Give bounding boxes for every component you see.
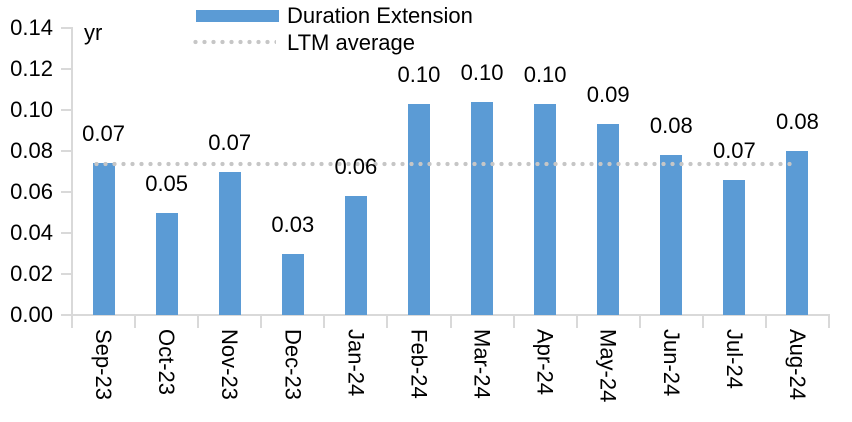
x-axis-tick bbox=[323, 316, 326, 328]
x-axis-category-label: Oct-23 bbox=[154, 329, 180, 396]
x-axis-tick bbox=[386, 316, 389, 328]
bar-data-label: 0.05 bbox=[145, 170, 189, 196]
y-axis-label: 0.00 bbox=[10, 302, 53, 327]
duration-extension-bar bbox=[660, 155, 683, 315]
bar-data-label: 0.09 bbox=[586, 82, 630, 108]
bar-data-label: 0.10 bbox=[460, 59, 504, 85]
y-axis-tick bbox=[61, 314, 72, 316]
bar-data-label: 0.06 bbox=[334, 154, 378, 180]
x-axis-tick bbox=[71, 316, 73, 328]
duration-extension-bar bbox=[723, 179, 746, 315]
x-axis-category-label: Nov-23 bbox=[217, 329, 243, 400]
y-axis-label: 0.14 bbox=[10, 15, 53, 40]
duration-extension-bar bbox=[92, 163, 115, 315]
x-axis-tick bbox=[260, 316, 263, 328]
y-axis-tick bbox=[61, 232, 72, 234]
x-axis-tick bbox=[701, 316, 704, 328]
x-axis-tick bbox=[134, 316, 137, 328]
y-axis-tick bbox=[61, 27, 72, 29]
bar-data-label: 0.07 bbox=[208, 129, 252, 155]
x-axis-category-label: Dec-23 bbox=[280, 329, 306, 400]
y-axis-tick bbox=[61, 191, 72, 193]
x-axis-category-label: Jul-24 bbox=[721, 329, 747, 389]
x-axis-tick bbox=[575, 316, 578, 328]
x-axis-tick bbox=[197, 316, 200, 328]
duration-extension-bar bbox=[471, 101, 494, 315]
duration-extension-bar bbox=[407, 103, 430, 315]
x-axis-category-label: Jun-24 bbox=[658, 329, 684, 397]
y-axis-tick bbox=[61, 109, 72, 111]
x-axis-tick bbox=[512, 316, 515, 328]
x-axis-tick bbox=[449, 316, 452, 328]
y-axis-label: 0.08 bbox=[10, 138, 53, 163]
x-axis-category-label: May-24 bbox=[595, 329, 621, 403]
y-axis-label: 0.04 bbox=[10, 220, 53, 245]
bar-data-label: 0.07 bbox=[82, 121, 125, 147]
y-axis-tick bbox=[61, 68, 72, 70]
y-axis-tick bbox=[61, 150, 72, 152]
duration-extension-bar bbox=[597, 124, 620, 315]
bar-data-label: 0.10 bbox=[523, 61, 567, 87]
x-axis-line bbox=[71, 314, 830, 316]
x-axis-category-label: Mar-24 bbox=[469, 329, 495, 399]
y-axis-label: 0.10 bbox=[10, 97, 53, 122]
y-axis-label: 0.06 bbox=[10, 179, 53, 204]
bar-data-label: 0.08 bbox=[649, 113, 693, 139]
x-axis-tick bbox=[828, 316, 830, 328]
x-axis-tick bbox=[764, 316, 767, 328]
bar-data-label: 0.03 bbox=[271, 211, 315, 237]
y-axis-label: 0.12 bbox=[10, 56, 53, 81]
ltm-average-line bbox=[92, 161, 796, 168]
x-axis-category-label: Feb-24 bbox=[406, 329, 432, 399]
bar-data-label: 0.08 bbox=[776, 109, 819, 134]
y-axis-line bbox=[71, 27, 73, 317]
y-axis-label: 0.02 bbox=[10, 261, 53, 286]
duration-extension-bar bbox=[344, 196, 367, 315]
bar-data-label: 0.10 bbox=[397, 61, 441, 87]
x-axis-category-label: Apr-24 bbox=[532, 329, 558, 396]
bar-data-label: 0.07 bbox=[712, 137, 756, 163]
y-axis-unit-label: yr bbox=[84, 20, 103, 45]
legend-label-ltm-average: LTM average bbox=[287, 30, 415, 55]
duration-extension-bar bbox=[786, 151, 809, 315]
x-axis-category-label: Jan-24 bbox=[343, 329, 369, 397]
legend-label-duration-extension: Duration Extension bbox=[287, 3, 473, 28]
y-axis-tick bbox=[61, 273, 72, 275]
x-axis-category-label: Sep-23 bbox=[91, 329, 117, 400]
legend-dotted-line-swatch bbox=[191, 39, 276, 45]
duration-extension-bar bbox=[534, 103, 557, 315]
x-axis-category-label: Aug-24 bbox=[784, 329, 810, 400]
duration-extension-bar bbox=[281, 253, 304, 315]
x-axis-tick bbox=[638, 316, 641, 328]
legend-bar-swatch bbox=[196, 10, 279, 22]
duration-extension-bar bbox=[155, 212, 178, 315]
duration-extension-bar bbox=[218, 171, 241, 315]
